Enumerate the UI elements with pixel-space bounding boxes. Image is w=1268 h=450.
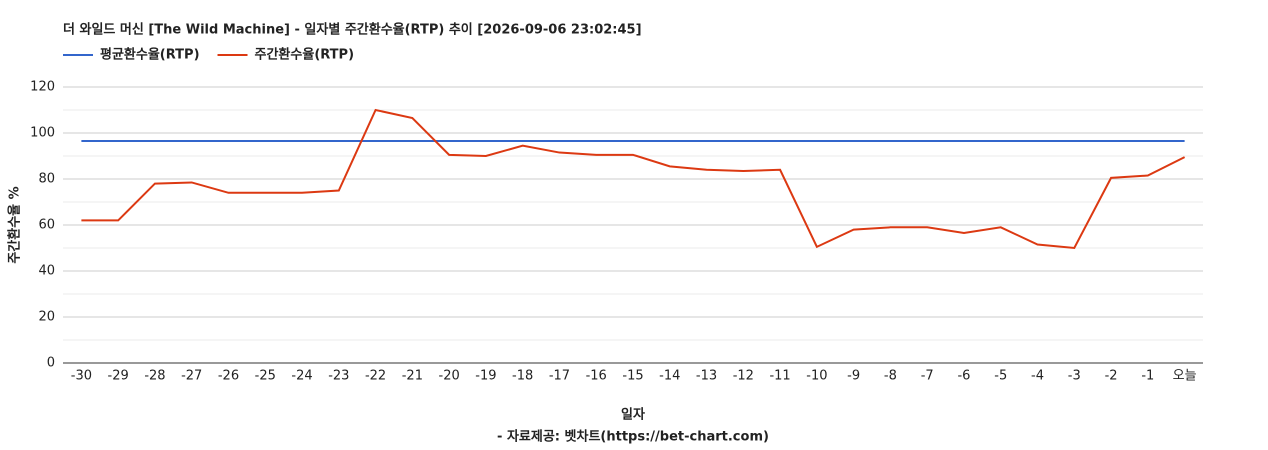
x-tick-label: -7 xyxy=(921,369,934,384)
x-tick-label: -14 xyxy=(659,369,680,384)
x-tick-label: -15 xyxy=(622,369,643,384)
x-tick-label: -5 xyxy=(994,369,1007,384)
x-tick-label: -2 xyxy=(1105,369,1118,384)
x-tick-label: -17 xyxy=(549,369,570,384)
y-axis-title: 주간환수율 % xyxy=(7,186,23,263)
x-tick-label: -22 xyxy=(365,369,386,384)
x-tick-label: -19 xyxy=(475,369,496,384)
legend-label: 주간환수율(RTP) xyxy=(255,47,355,63)
x-tick-label: -23 xyxy=(328,369,349,384)
source: - 자료제공: 벳차트(https://bet-chart.com) xyxy=(497,429,769,445)
x-tick-label: -30 xyxy=(71,369,92,384)
y-tick-label: 60 xyxy=(38,218,55,233)
x-tick-label: -27 xyxy=(181,369,202,384)
x-tick-label: -25 xyxy=(255,369,276,384)
x-tick-label: -6 xyxy=(957,369,970,384)
x-tick-label: -10 xyxy=(806,369,827,384)
y-tick-label: 80 xyxy=(38,172,55,187)
chart-title: 더 와일드 머신 [The Wild Machine] - 일자별 주간환수율(… xyxy=(63,22,642,38)
series-line xyxy=(81,108,1186,250)
x-tick-label: -29 xyxy=(108,369,129,384)
y-tick-label: 0 xyxy=(47,356,55,371)
x-tick-label: -28 xyxy=(144,369,165,384)
x-tick-label: -13 xyxy=(696,369,717,384)
x-tick-label: 오늘 xyxy=(1173,369,1197,384)
x-tick-label: -12 xyxy=(733,369,754,384)
x-tick-label: -26 xyxy=(218,369,239,384)
x-tick-label: -11 xyxy=(769,369,790,384)
y-tick-label: 20 xyxy=(38,310,55,325)
x-tick-label: -18 xyxy=(512,369,533,384)
x-tick-label: -1 xyxy=(1141,369,1154,384)
y-tick-label: 100 xyxy=(30,126,55,141)
x-tick-label: -8 xyxy=(884,369,897,384)
x-tick-label: -21 xyxy=(402,369,423,384)
x-tick-label: -20 xyxy=(439,369,460,384)
x-tick-label: -3 xyxy=(1068,369,1081,384)
x-tick-label: -4 xyxy=(1031,369,1044,384)
y-tick-label: 120 xyxy=(30,80,55,95)
x-tick-label: -24 xyxy=(291,369,312,384)
legend-label: 평균환수율(RTP) xyxy=(100,47,200,63)
x-tick-label: -9 xyxy=(847,369,860,384)
x-tick-label: -16 xyxy=(586,369,607,384)
y-tick-label: 40 xyxy=(38,264,55,279)
x-axis-title: 일자 xyxy=(621,408,645,423)
